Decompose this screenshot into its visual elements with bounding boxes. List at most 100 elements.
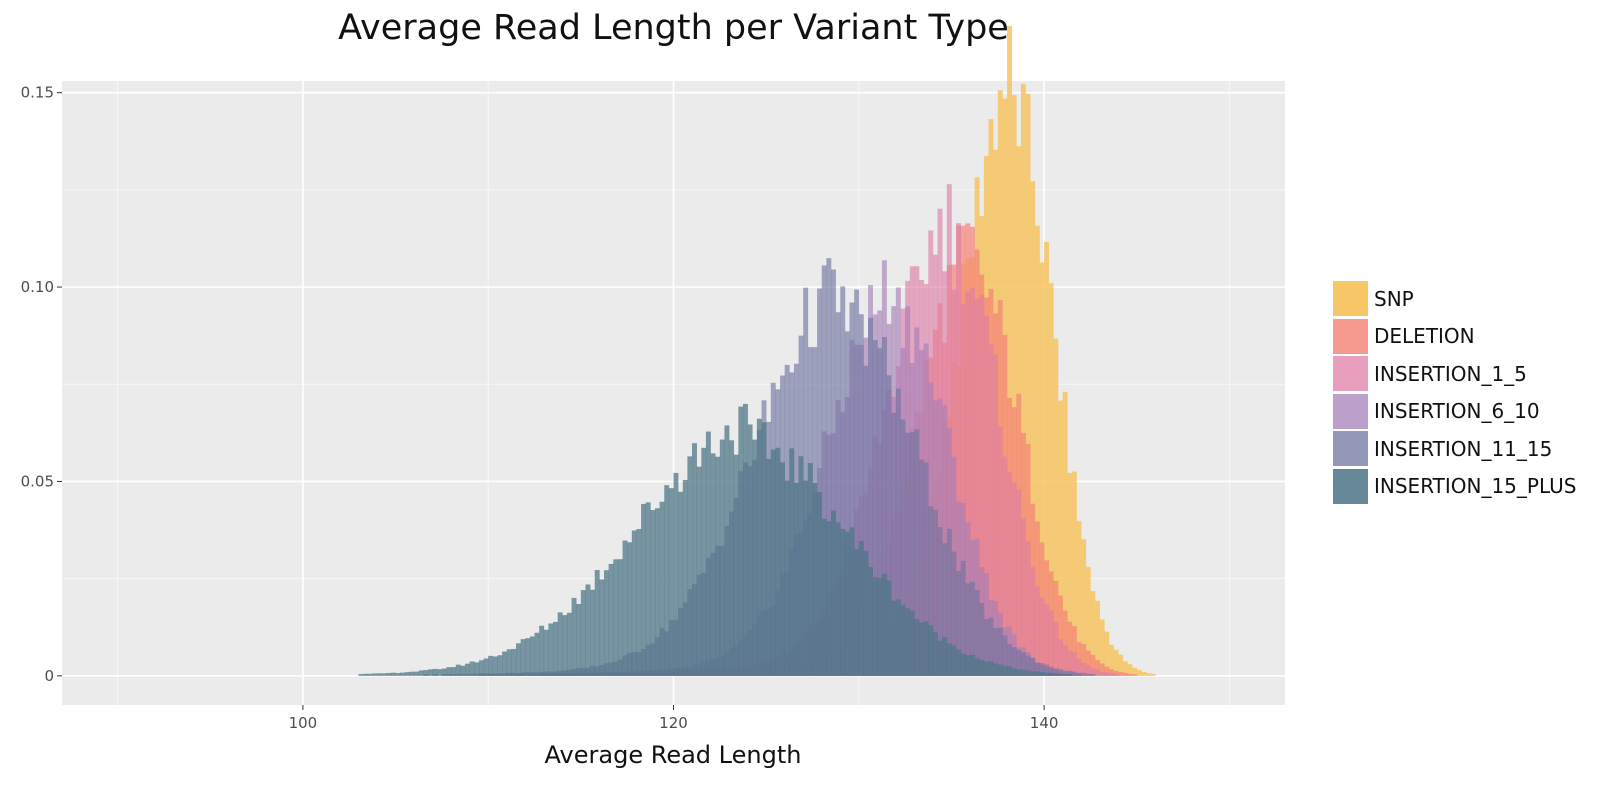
histogram-bar	[738, 406, 744, 676]
histogram-bar	[909, 610, 915, 676]
histogram-bar	[705, 431, 711, 676]
histogram-bar	[400, 672, 406, 676]
histogram-bar	[381, 673, 387, 676]
histogram-bar	[886, 580, 892, 676]
histogram-bar	[863, 550, 869, 676]
histogram-bar	[1085, 665, 1091, 676]
histogram-bar	[849, 527, 855, 676]
histogram-bar	[1048, 666, 1054, 676]
histogram-bar	[613, 559, 619, 676]
histogram-bar	[1044, 241, 1050, 676]
histogram-bar	[1007, 472, 1012, 676]
histogram-bar	[1053, 673, 1059, 676]
histogram-bar	[1150, 673, 1156, 676]
histogram-bar	[1011, 647, 1017, 676]
histogram-bar	[821, 518, 827, 676]
histogram-bar	[1127, 664, 1133, 676]
histogram-bar	[844, 531, 850, 676]
histogram-bar	[599, 579, 605, 676]
histogram-bar	[534, 632, 540, 676]
histogram-bar	[1090, 673, 1096, 676]
histogram-bar	[437, 669, 443, 676]
histogram-bar	[854, 548, 860, 676]
histogram-bar	[900, 604, 906, 676]
histogram-bar	[983, 619, 989, 676]
histogram-bar	[492, 656, 498, 676]
histogram-bar	[993, 663, 999, 676]
histogram-bar	[960, 560, 966, 676]
histogram-bar	[858, 541, 864, 676]
histogram-bar	[868, 566, 874, 676]
histogram-bar	[1025, 670, 1031, 676]
histogram-bar	[919, 459, 924, 676]
histogram-bar	[474, 662, 480, 676]
histogram-bar	[993, 354, 999, 676]
axes: 100 120 140 0 0.05 0.10 0.15	[21, 84, 1059, 732]
histogram-bar	[1113, 670, 1119, 676]
histogram-bar	[1025, 655, 1031, 676]
histogram-bar	[576, 603, 582, 676]
histogram-bar	[872, 340, 878, 676]
histogram-bar	[1053, 338, 1059, 676]
histogram-bar	[905, 432, 911, 676]
histogram-bar	[1127, 673, 1133, 676]
histogram-bar	[895, 388, 901, 676]
histogram-bar	[1095, 669, 1100, 676]
histogram-bar	[483, 658, 489, 676]
histogram-bar	[469, 661, 475, 676]
histogram-bar	[775, 447, 781, 676]
histogram-bar	[812, 483, 818, 676]
histogram-bar	[780, 462, 785, 676]
histogram-bar	[673, 472, 679, 676]
histogram-bar	[789, 448, 795, 676]
legend-item: INSERTION_1_5	[1333, 356, 1576, 392]
histogram-bar	[1118, 654, 1124, 676]
histogram-bar	[928, 506, 934, 676]
histogram-bar	[1136, 669, 1142, 676]
histogram-bar	[932, 510, 938, 676]
histogram-bar	[701, 447, 707, 676]
legend-item: INSERTION_15_PLUS	[1333, 468, 1576, 504]
histogram-bar	[979, 602, 985, 676]
histogram-bar	[1030, 181, 1036, 676]
histogram-bar	[1011, 95, 1017, 676]
histogram-bar	[1122, 672, 1128, 676]
histogram-bar	[951, 551, 957, 676]
histogram-bar	[636, 529, 642, 676]
histogram-bar	[1132, 667, 1138, 676]
histogram-bar	[1095, 660, 1100, 676]
histogram-bar	[1085, 650, 1091, 676]
histogram-bar	[826, 521, 832, 676]
histogram-bar	[423, 670, 429, 676]
histogram-bar	[1113, 649, 1119, 676]
legend-swatch	[1333, 356, 1368, 392]
histogram-bar	[826, 258, 832, 676]
histogram-bar	[1104, 672, 1110, 676]
histogram-bar	[1039, 597, 1045, 676]
legend-item: INSERTION_11_15	[1333, 431, 1576, 467]
histogram-bar	[1146, 673, 1151, 676]
histogram-bar	[1007, 25, 1012, 676]
legend-item: INSERTION_6_10	[1333, 393, 1576, 429]
histogram-bar	[1095, 600, 1100, 676]
y-tick-label: 0	[44, 667, 54, 685]
histogram-bar	[997, 627, 1003, 676]
histogram-bar	[446, 667, 452, 676]
x-tick-label: 120	[659, 714, 688, 732]
histogram-bar	[923, 621, 929, 676]
histogram-bar	[1034, 671, 1040, 676]
histogram-bar	[854, 289, 860, 676]
histogram-bar	[803, 480, 809, 676]
histogram-bar	[1020, 652, 1026, 676]
histogram-bar	[488, 655, 494, 676]
histogram-bar	[909, 432, 915, 676]
histogram-bar	[974, 590, 980, 676]
histogram-bar	[692, 443, 697, 676]
histogram-bar	[1020, 669, 1026, 676]
histogram-bar	[1048, 610, 1054, 676]
histogram-bar	[817, 288, 823, 676]
histogram-bar	[1062, 673, 1068, 676]
histogram-bar	[377, 673, 382, 676]
histogram-bar	[1011, 482, 1017, 676]
x-axis-title: Average Read Length	[545, 741, 802, 769]
